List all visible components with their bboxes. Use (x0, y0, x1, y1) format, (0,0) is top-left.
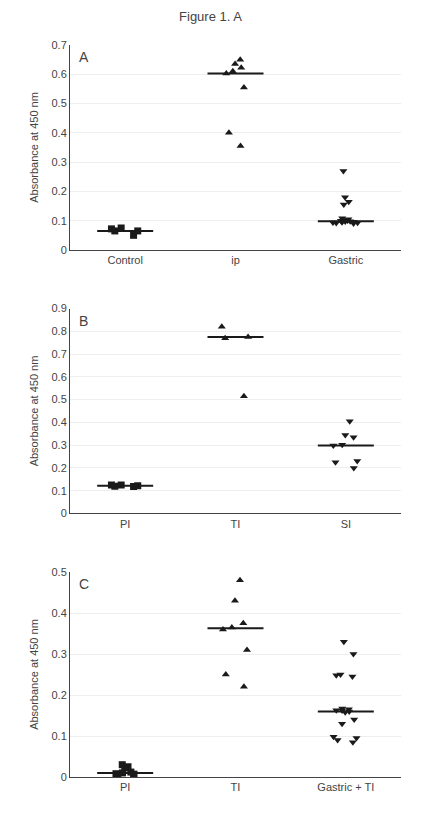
svg-text:0.3: 0.3 (52, 156, 67, 168)
svg-text:0.2: 0.2 (52, 462, 67, 474)
svg-text:0.7: 0.7 (52, 348, 67, 360)
svg-text:TI: TI (231, 518, 241, 530)
svg-text:Gastric: Gastric (328, 254, 363, 266)
svg-text:0.2: 0.2 (52, 689, 67, 701)
svg-text:0.1: 0.1 (52, 215, 67, 227)
svg-text:0.4: 0.4 (52, 416, 67, 428)
svg-text:0.4: 0.4 (52, 607, 67, 619)
svg-text:0: 0 (61, 507, 67, 519)
svg-text:0.3: 0.3 (52, 648, 67, 660)
svg-text:B: B (79, 313, 88, 329)
svg-text:0.5: 0.5 (52, 97, 67, 109)
svg-text:0.5: 0.5 (52, 393, 67, 405)
svg-text:PI: PI (120, 781, 130, 793)
svg-text:Absorbance at 450 nm: Absorbance at 450 nm (28, 356, 40, 467)
svg-text:TI: TI (231, 781, 241, 793)
svg-text:Absorbance at 450 nm: Absorbance at 450 nm (28, 619, 40, 730)
svg-text:0.2: 0.2 (52, 185, 67, 197)
svg-text:Control: Control (107, 254, 142, 266)
svg-text:C: C (79, 576, 89, 592)
svg-text:SI: SI (341, 518, 351, 530)
svg-text:Gastric + TI: Gastric + TI (317, 781, 374, 793)
svg-text:0.6: 0.6 (52, 68, 67, 80)
svg-text:Absorbance at 450 nm: Absorbance at 450 nm (28, 92, 40, 203)
svg-text:ip: ip (231, 254, 240, 266)
svg-text:A: A (79, 49, 89, 65)
svg-text:PI: PI (120, 518, 130, 530)
svg-text:0.6: 0.6 (52, 371, 67, 383)
svg-text:0: 0 (61, 244, 67, 256)
svg-text:0.3: 0.3 (52, 439, 67, 451)
svg-text:0.5: 0.5 (52, 566, 67, 578)
svg-text:0.1: 0.1 (52, 730, 67, 742)
svg-text:0.9: 0.9 (52, 302, 67, 314)
svg-text:0.1: 0.1 (52, 485, 67, 497)
svg-text:0.7: 0.7 (52, 39, 67, 51)
svg-text:0.4: 0.4 (52, 127, 67, 139)
svg-text:0.8: 0.8 (52, 325, 67, 337)
svg-text:0: 0 (61, 771, 67, 783)
svg-text:Figure 1. A: Figure 1. A (179, 9, 242, 24)
